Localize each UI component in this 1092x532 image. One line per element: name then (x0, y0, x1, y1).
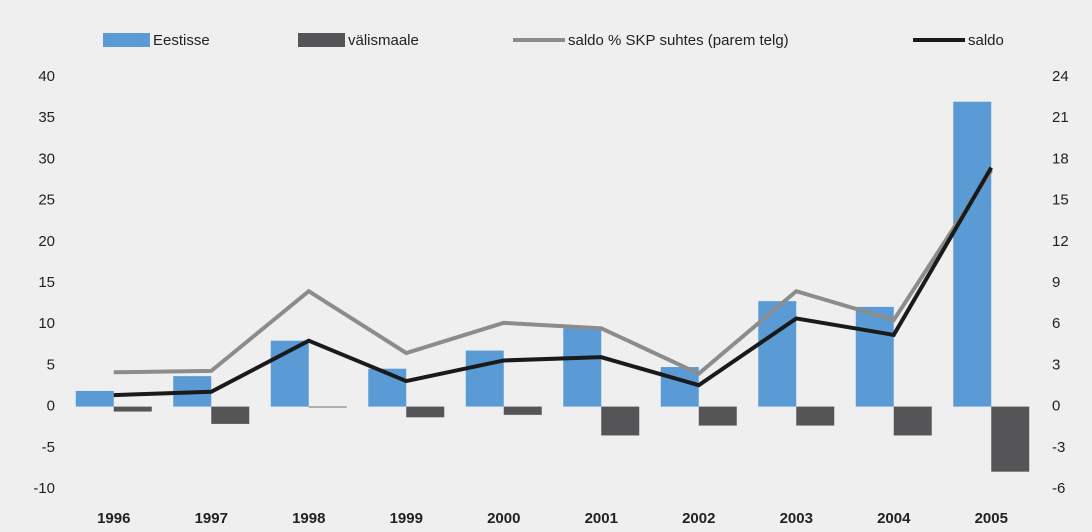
bar (796, 406, 835, 426)
x-tick-label: 1996 (97, 510, 130, 527)
x-tick-label: 1997 (195, 510, 228, 527)
y2-tick-label: 15 (1052, 192, 1069, 209)
y2-tick-label: 24 (1052, 68, 1069, 85)
y-tick-label: 15 (38, 274, 55, 291)
y-tick-label: 20 (38, 233, 55, 250)
y2-tick-label: 3 (1052, 356, 1060, 373)
legend-label: saldo % SKP suhtes (parem telg) (568, 32, 789, 49)
x-tick-label: 1998 (292, 510, 325, 527)
y-tick-label: -5 (42, 439, 55, 456)
bar (113, 406, 152, 412)
y2-tick-label: 12 (1052, 233, 1069, 250)
bar (75, 390, 114, 407)
bar (660, 367, 699, 407)
y-tick-label: 5 (47, 356, 55, 373)
y-tick-label: 35 (38, 109, 55, 126)
y-tick-label: 0 (47, 398, 55, 415)
y2-tick-label: 0 (1052, 398, 1060, 415)
y-tick-label: -10 (33, 480, 55, 497)
bar (465, 350, 504, 407)
legend-label: Eestisse (153, 32, 210, 49)
x-tick-label: 2003 (780, 510, 813, 527)
bar (953, 101, 992, 407)
bar (855, 306, 894, 407)
y2-tick-label: -3 (1052, 439, 1065, 456)
bar (601, 406, 640, 436)
y2-tick-label: 21 (1052, 109, 1069, 126)
x-tick-label: 2004 (877, 510, 911, 527)
line-series (113, 169, 993, 376)
legend-swatch (298, 33, 345, 47)
y2-tick-label: 9 (1052, 274, 1060, 291)
bar (893, 406, 932, 436)
bar (308, 406, 347, 408)
x-tick-label: 2001 (585, 510, 618, 527)
y2-tick-label: 6 (1052, 315, 1060, 332)
y2-tick-label: -6 (1052, 480, 1065, 497)
bar (563, 328, 602, 407)
y-tick-label: 30 (38, 150, 55, 167)
legend-swatch (103, 33, 150, 47)
legend-label: saldo (968, 32, 1004, 49)
x-tick-label: 2000 (487, 510, 520, 527)
y-tick-label: 25 (38, 192, 55, 209)
x-tick-label: 1999 (390, 510, 423, 527)
bar (991, 406, 1030, 472)
line-series (113, 166, 993, 398)
bar (698, 406, 737, 426)
bar (503, 406, 542, 415)
legend-label: välismaale (348, 32, 419, 49)
x-tick-label: 2005 (975, 510, 1008, 527)
bar (406, 406, 445, 418)
y2-tick-label: 18 (1052, 150, 1069, 167)
y-tick-label: 10 (38, 315, 55, 332)
x-tick-label: 2002 (682, 510, 715, 527)
y-tick-label: 40 (38, 68, 55, 85)
bar (211, 406, 250, 424)
